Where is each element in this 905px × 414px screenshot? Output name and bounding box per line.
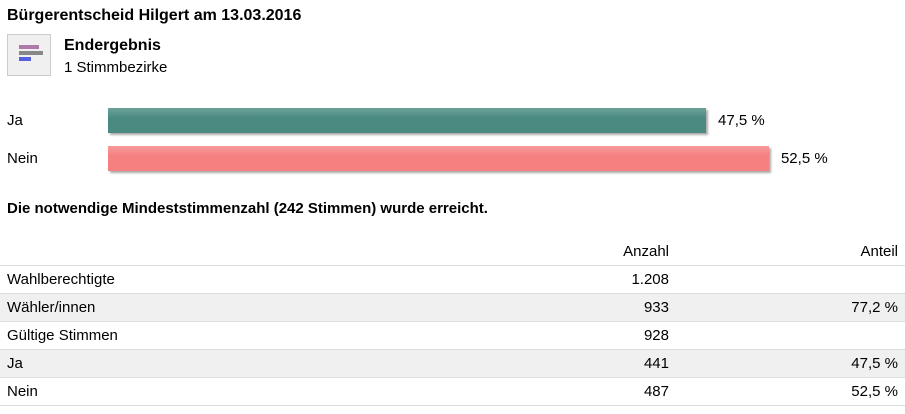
table-row: Nein 487 52,5 % — [0, 377, 905, 406]
bar-value-label: 47,5 % — [718, 112, 765, 129]
table-row: Ja 441 47,5 % — [0, 349, 905, 378]
quorum-note: Die notwendige Mindeststimmenzahl (242 S… — [7, 200, 488, 217]
result-status: Endergebnis — [64, 37, 161, 54]
table-row: Wahlberechtigte 1.208 — [0, 265, 905, 294]
page-title: Bürgerentscheid Hilgert am 13.03.2016 — [7, 7, 302, 24]
bar-label: Nein — [7, 150, 38, 167]
bar-label: Ja — [7, 112, 23, 129]
bar-nein — [108, 146, 769, 171]
table-row: Gültige Stimmen 928 — [0, 321, 905, 350]
header-share: Anteil — [676, 238, 905, 266]
bar-value-label: 52,5 % — [780, 150, 828, 167]
results-table: Anzahl Anteil Wahlberechtigte 1.208 Wähle… — [0, 238, 905, 406]
table-row: Wähler/innen 933 77,2 % — [0, 293, 905, 322]
bar-ja — [108, 108, 707, 133]
table-header: Anzahl Anteil — [0, 238, 905, 266]
district-count: 1 Stimmbezirke — [64, 59, 168, 76]
header-label — [0, 238, 462, 266]
bar-chart-icon — [7, 34, 51, 76]
header-count: Anzahl — [462, 238, 676, 266]
